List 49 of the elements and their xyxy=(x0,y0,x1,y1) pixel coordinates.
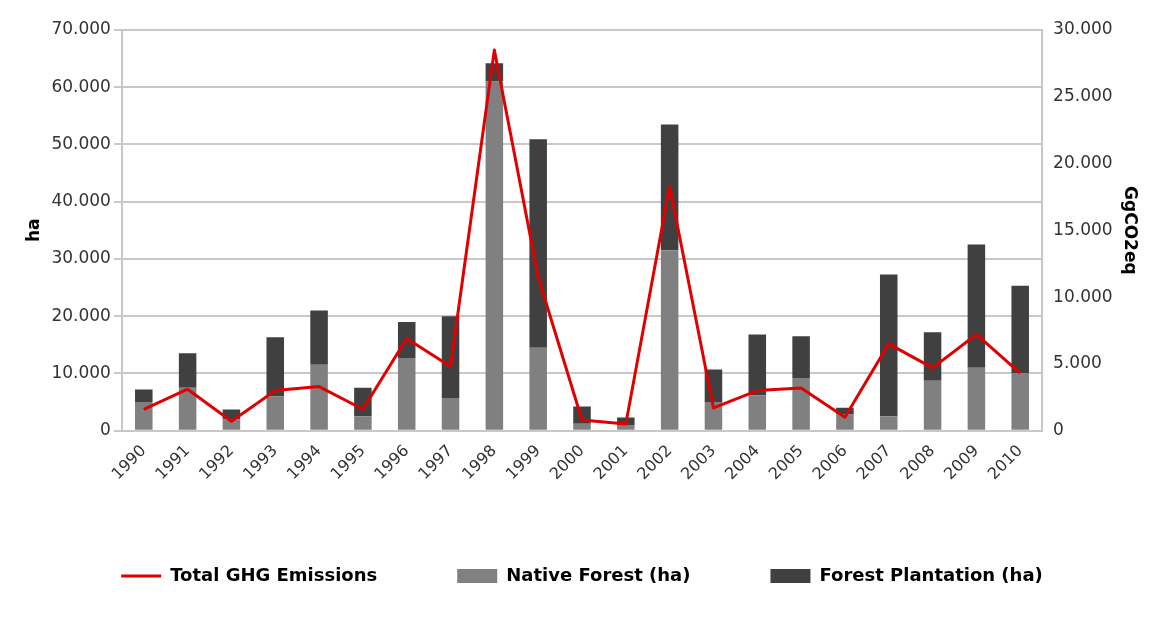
bar xyxy=(529,139,547,348)
y2-tick-label: 5.000 xyxy=(1053,352,1102,373)
bar xyxy=(1011,373,1029,430)
legend-label: Total GHG Emissions xyxy=(170,563,378,585)
bar xyxy=(923,380,942,430)
bar xyxy=(354,416,372,430)
bar xyxy=(748,395,767,430)
y-tick-label: 30.000 xyxy=(51,247,111,268)
bar xyxy=(617,424,635,430)
y2-tick-label: 30.000 xyxy=(1053,18,1113,39)
bar xyxy=(485,81,504,430)
y-tick-label: 60.000 xyxy=(51,75,111,96)
y2-tick-label: 0 xyxy=(1053,419,1064,440)
bar xyxy=(135,402,153,430)
y2-tick-label: 20.000 xyxy=(1053,151,1113,172)
bar xyxy=(135,389,153,403)
bar xyxy=(1011,285,1029,374)
bar xyxy=(879,416,898,430)
y-tick-label: 10.000 xyxy=(51,361,111,382)
y2-tick-label: 25.000 xyxy=(1053,85,1113,106)
bar xyxy=(879,274,898,417)
bar xyxy=(748,334,767,396)
legend-label: Native Forest (ha) xyxy=(506,563,691,585)
y2-axis-title: GgCO2eq xyxy=(1121,186,1142,275)
bar xyxy=(529,347,547,430)
y-tick-label: 40.000 xyxy=(51,190,111,211)
legend-label: Forest Plantation (ha) xyxy=(819,563,1043,585)
y-tick-label: 50.000 xyxy=(51,132,111,153)
bar xyxy=(967,367,986,430)
y-axis-title: ha xyxy=(22,218,43,243)
y-tick-label: 0 xyxy=(100,419,111,440)
bar xyxy=(441,398,460,430)
bar xyxy=(967,244,986,368)
bar xyxy=(792,336,810,378)
bar xyxy=(573,423,591,430)
bar xyxy=(836,414,854,430)
bar xyxy=(266,337,285,397)
bar xyxy=(397,357,416,430)
bar xyxy=(310,364,328,430)
y2-tick-label: 10.000 xyxy=(1053,285,1113,306)
bar xyxy=(792,377,810,430)
bar xyxy=(266,396,285,430)
bar xyxy=(923,332,942,381)
bar xyxy=(178,353,197,388)
bar xyxy=(310,310,328,365)
bar xyxy=(660,250,679,430)
y2-tick-label: 15.000 xyxy=(1053,218,1113,239)
y-tick-label: 70.000 xyxy=(51,18,111,39)
y-tick-label: 20.000 xyxy=(51,304,111,325)
